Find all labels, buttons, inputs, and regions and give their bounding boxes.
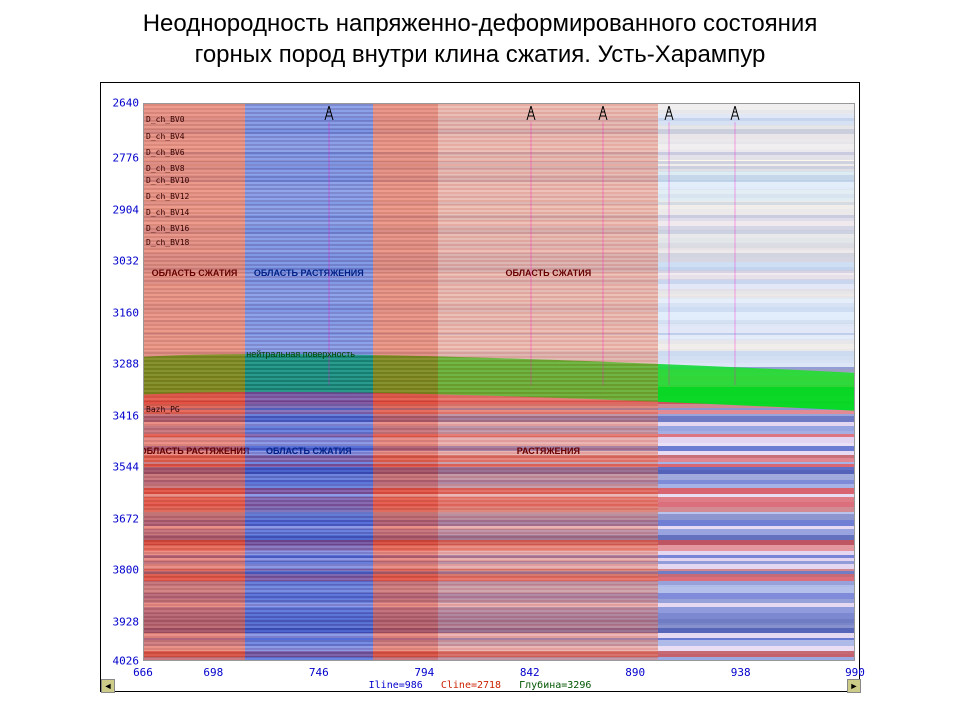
zone-label-bottom: РАСТЯЖЕНИЯ — [517, 446, 580, 456]
zone-label-top: ОБЛАСТЬ СЖАТИЯ — [152, 268, 238, 278]
zone-E — [658, 104, 855, 660]
well-derrick-icon — [730, 106, 740, 120]
seismic-plot: 2640 2776 2904 3032 3160 3288 3416 3544 3672 3800… — [100, 82, 860, 692]
plot-area: ОБЛАСТЬ СЖАТИЯОБЛАСТЬ РАСТЯЖЕНИЯОБЛАСТЬ … — [143, 103, 855, 661]
horizon-label: D_ch_BV10 — [146, 176, 189, 185]
horizon-label: D_ch_BV14 — [146, 208, 189, 217]
x-tick: 698 — [203, 666, 223, 679]
zone-label-bottom: ОБЛАСТЬ СЖАТИЯ — [266, 446, 352, 456]
horizon-label: D_ch_BV16 — [146, 224, 189, 233]
y-axis: 2640277629043032316032883416354436723800… — [101, 103, 143, 661]
footer-iline: Iline=986 — [369, 680, 423, 691]
zone-label-bottom: ОБЛАСТЬ РАСТЯЖЕНИЯ — [143, 446, 249, 456]
well-trace — [735, 122, 736, 385]
x-tick: 938 — [731, 666, 751, 679]
well-derrick-icon — [598, 106, 608, 120]
footer-status: Iline=986 Cline=2718 Глубина=3296 — [101, 680, 859, 691]
x-tick: 746 — [309, 666, 329, 679]
x-tick: 666 — [133, 666, 153, 679]
well-derrick-icon — [324, 106, 334, 120]
horizon-label: D_ch_BV18 — [146, 238, 189, 247]
zone-C — [373, 104, 439, 660]
x-tick: 890 — [625, 666, 645, 679]
well-trace — [603, 122, 604, 385]
zone-B: ОБЛАСТЬ РАСТЯЖЕНИЯ ОБЛАСТЬ СЖАТИЯ — [245, 104, 372, 660]
zone-D: ОБЛАСТЬ СЖАТИЯ РАСТЯЖЕНИЯ — [438, 104, 658, 660]
page-title: Неоднородность напряженно-деформированно… — [0, 0, 960, 74]
zone-A: ОБЛАСТЬ СЖАТИЯОБЛАСТЬ РАСТЯЖЕНИЯ — [144, 104, 245, 660]
y-tick: 3672 — [113, 512, 140, 525]
y-tick: 2776 — [113, 152, 140, 165]
scroll-right-icon[interactable]: ► — [847, 679, 861, 693]
title-line-2: горных пород внутри клина сжатия. Усть-Х… — [20, 39, 940, 70]
y-tick: 3416 — [113, 409, 140, 422]
horizon-label: D_ch_BV6 — [146, 148, 185, 157]
horizon-label: D_ch_BV8 — [146, 164, 185, 173]
well-trace — [530, 122, 531, 385]
x-tick: 842 — [520, 666, 540, 679]
horizon-label: Bazh_PG — [146, 405, 180, 414]
y-tick: 3544 — [113, 461, 140, 474]
y-tick: 3032 — [113, 255, 140, 268]
zone-label-top: ОБЛАСТЬ РАСТЯЖЕНИЯ — [254, 268, 364, 278]
well-trace — [328, 122, 329, 385]
footer-depth: Глубина=3296 — [519, 680, 591, 691]
footer-cline: Cline=2718 — [441, 680, 501, 691]
y-tick: 2640 — [113, 97, 140, 110]
y-tick: 3288 — [113, 358, 140, 371]
y-tick: 3800 — [113, 564, 140, 577]
y-tick: 3928 — [113, 615, 140, 628]
horizon-label: D_ch_BV4 — [146, 132, 185, 141]
x-tick: 990 — [845, 666, 865, 679]
well-derrick-icon — [526, 106, 536, 120]
zone-label-top: ОБЛАСТЬ СЖАТИЯ — [505, 268, 591, 278]
x-axis: 666698746794842890938990 — [143, 663, 855, 679]
well-trace — [669, 122, 670, 385]
x-tick: 794 — [414, 666, 434, 679]
y-tick: 2904 — [113, 203, 140, 216]
horizon-label: D_ch_BV0 — [146, 115, 185, 124]
title-line-1: Неоднородность напряженно-деформированно… — [20, 8, 940, 39]
well-derrick-icon — [664, 106, 674, 120]
scroll-left-icon[interactable]: ◄ — [101, 679, 115, 693]
y-tick: 3160 — [113, 306, 140, 319]
neutral-surface-label: нейтральная поверхность — [246, 349, 355, 359]
horizon-label: D_ch_BV12 — [146, 192, 189, 201]
